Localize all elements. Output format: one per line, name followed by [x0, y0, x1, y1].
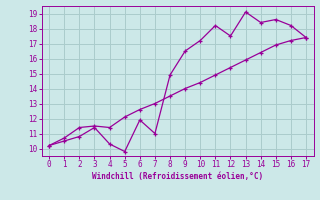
X-axis label: Windchill (Refroidissement éolien,°C): Windchill (Refroidissement éolien,°C) — [92, 172, 263, 181]
